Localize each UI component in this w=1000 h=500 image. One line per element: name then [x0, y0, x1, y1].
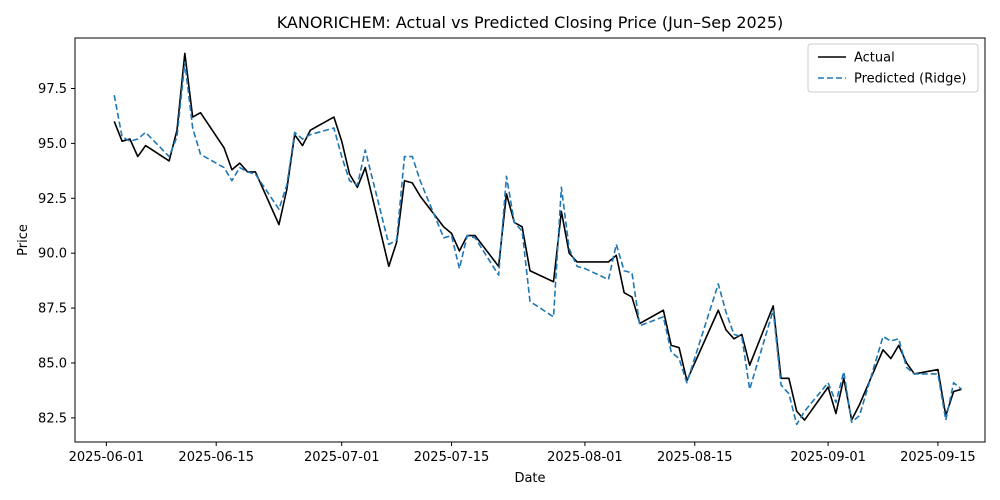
legend-label-2: Predicted (Ridge) — [854, 72, 966, 87]
plot-frame — [74, 37, 986, 443]
x-tick-label: 2025-09-01 — [790, 450, 866, 465]
legend: Actual Predicted (Ridge) — [807, 43, 979, 93]
x-tick-label: 2025-09-15 — [900, 450, 976, 465]
y-tick-label: 85.0 — [38, 356, 67, 371]
y-tick-label: 87.5 — [38, 302, 67, 317]
legend-label-1: Actual — [854, 51, 895, 66]
y-tick-label: 82.5 — [38, 411, 67, 426]
x-tick-label: 2025-06-01 — [69, 450, 145, 465]
series-line-2 — [113, 61, 962, 426]
y-axis: 82.5 85.0 87.5 90.0 92.5 95.0 97.5 — [38, 82, 75, 426]
chart-title: KANORICHEM: Actual vs Predicted Closing … — [277, 13, 784, 32]
x-tick-label: 2025-07-01 — [304, 450, 380, 465]
y-tick-label: 97.5 — [38, 82, 67, 97]
x-tick-label: 2025-08-15 — [657, 450, 733, 465]
plot-area — [74, 37, 986, 443]
x-axis: 2025-06-01 2025-06-15 2025-07-01 2025-07-15… — [69, 442, 976, 465]
x-tick-label: 2025-06-15 — [178, 450, 254, 465]
y-tick-label: 92.5 — [38, 192, 67, 207]
series-line-1 — [113, 52, 962, 421]
x-tick-label: 2025-07-15 — [414, 450, 490, 465]
y-axis-title: Price — [16, 224, 31, 256]
y-tick-label: 90.0 — [38, 247, 67, 262]
legend-box — [807, 43, 979, 93]
y-tick-label: 95.0 — [38, 137, 67, 152]
x-axis-title: Date — [514, 471, 545, 486]
x-tick-label: 2025-08-01 — [547, 450, 623, 465]
